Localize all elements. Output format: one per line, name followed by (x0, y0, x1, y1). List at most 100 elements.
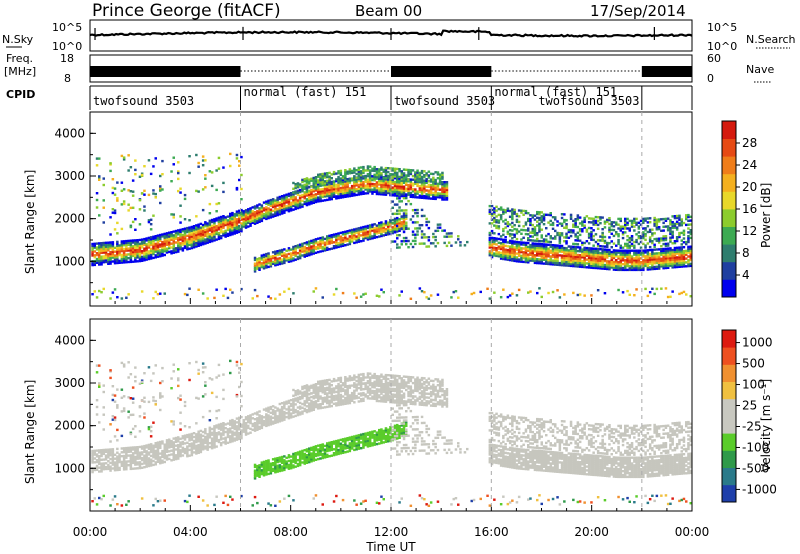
power-cell (188, 232, 191, 235)
velocity-cell (125, 468, 128, 471)
power-cell (368, 224, 372, 227)
power-cell (364, 175, 367, 178)
power-cell (95, 246, 99, 249)
velocity-cell (120, 455, 124, 458)
velocity-cell (195, 422, 198, 425)
power-cell (398, 246, 401, 249)
power-cell (219, 229, 223, 232)
power-cell (208, 238, 212, 242)
power-colorbar-label: Power [dB] (759, 183, 773, 248)
power-cell (657, 257, 661, 261)
power-cell (558, 250, 562, 253)
power-cell (217, 202, 221, 205)
power-cell (619, 227, 622, 230)
power-cell (267, 209, 270, 212)
power-cell (626, 242, 629, 246)
power-cell (502, 288, 505, 291)
power-cell (594, 223, 598, 226)
power-cell (226, 234, 230, 237)
power-cell (447, 235, 451, 238)
velocity-cell (188, 444, 191, 448)
power-cell (341, 194, 345, 197)
power-cell (339, 194, 343, 197)
power-cell (402, 193, 406, 196)
velocity-cell (98, 364, 101, 367)
power-cell (441, 194, 444, 197)
power-cell (262, 257, 266, 260)
power-cell (201, 233, 205, 236)
power-cell (100, 263, 103, 266)
power-cell (289, 195, 293, 199)
power-cell (682, 265, 686, 268)
power-cell (400, 175, 403, 179)
power-cell (93, 290, 96, 293)
power-cell (511, 233, 514, 236)
power-cell (678, 292, 681, 296)
velocity-cell (136, 451, 139, 455)
power-cell (411, 184, 415, 187)
power-cell (531, 257, 534, 260)
power-cell (364, 229, 367, 232)
power-cell (303, 242, 306, 245)
velocity-cell (120, 464, 124, 467)
power-cell (159, 237, 162, 241)
power-cell (91, 293, 94, 296)
power-cell (314, 189, 318, 192)
power-cell (596, 216, 600, 219)
power-cell (391, 212, 394, 216)
velocity-cell (147, 443, 151, 447)
power-cell (113, 254, 117, 257)
power-cell (242, 215, 245, 219)
power-cell (147, 159, 151, 162)
power-cell (120, 257, 124, 260)
power-cell (603, 248, 607, 251)
velocity-cell (140, 447, 144, 450)
power-cell (502, 253, 505, 257)
power-cell (511, 212, 514, 215)
power-cell (592, 249, 595, 252)
power-cell (420, 194, 424, 198)
power-cell (583, 216, 586, 220)
velocity-cell (174, 456, 178, 459)
power-cell (102, 257, 105, 260)
velocity-cell (195, 450, 198, 453)
power-cell (671, 262, 674, 265)
power-cell (660, 229, 663, 232)
power-cell (384, 222, 388, 225)
power-cell (427, 176, 431, 179)
velocity-cell (131, 454, 135, 457)
power-cell (420, 183, 424, 186)
power-cell (434, 235, 437, 239)
power-cell (506, 241, 510, 244)
power-cell (411, 230, 415, 233)
power-cell (612, 256, 616, 260)
power-cell (100, 242, 103, 245)
power-cell (606, 254, 609, 257)
power-cell (328, 196, 331, 199)
power-cell (229, 164, 232, 168)
power-cell (393, 225, 397, 228)
power-cell (554, 235, 557, 238)
power-cell (626, 246, 629, 249)
power-cell (572, 249, 575, 252)
power-cell (610, 254, 613, 258)
power-cell (107, 241, 110, 244)
velocity-cell (163, 443, 166, 446)
power-cell (294, 248, 297, 252)
power-cell (368, 190, 372, 193)
power-colorbar-cell-9 (722, 121, 736, 139)
power-cell (522, 209, 525, 213)
velocity-cell (118, 468, 121, 471)
velocity-cell (197, 445, 200, 449)
velocity-cell (145, 463, 148, 466)
power-cell (612, 266, 616, 269)
power-cell (308, 182, 311, 185)
velocity-cell (125, 460, 128, 463)
power-cell (536, 246, 539, 249)
power-cell (646, 264, 650, 267)
power-cell (283, 201, 286, 205)
power-cell (298, 249, 302, 252)
power-cell (219, 231, 223, 234)
power-cell (678, 246, 681, 249)
power-cell (339, 235, 343, 238)
